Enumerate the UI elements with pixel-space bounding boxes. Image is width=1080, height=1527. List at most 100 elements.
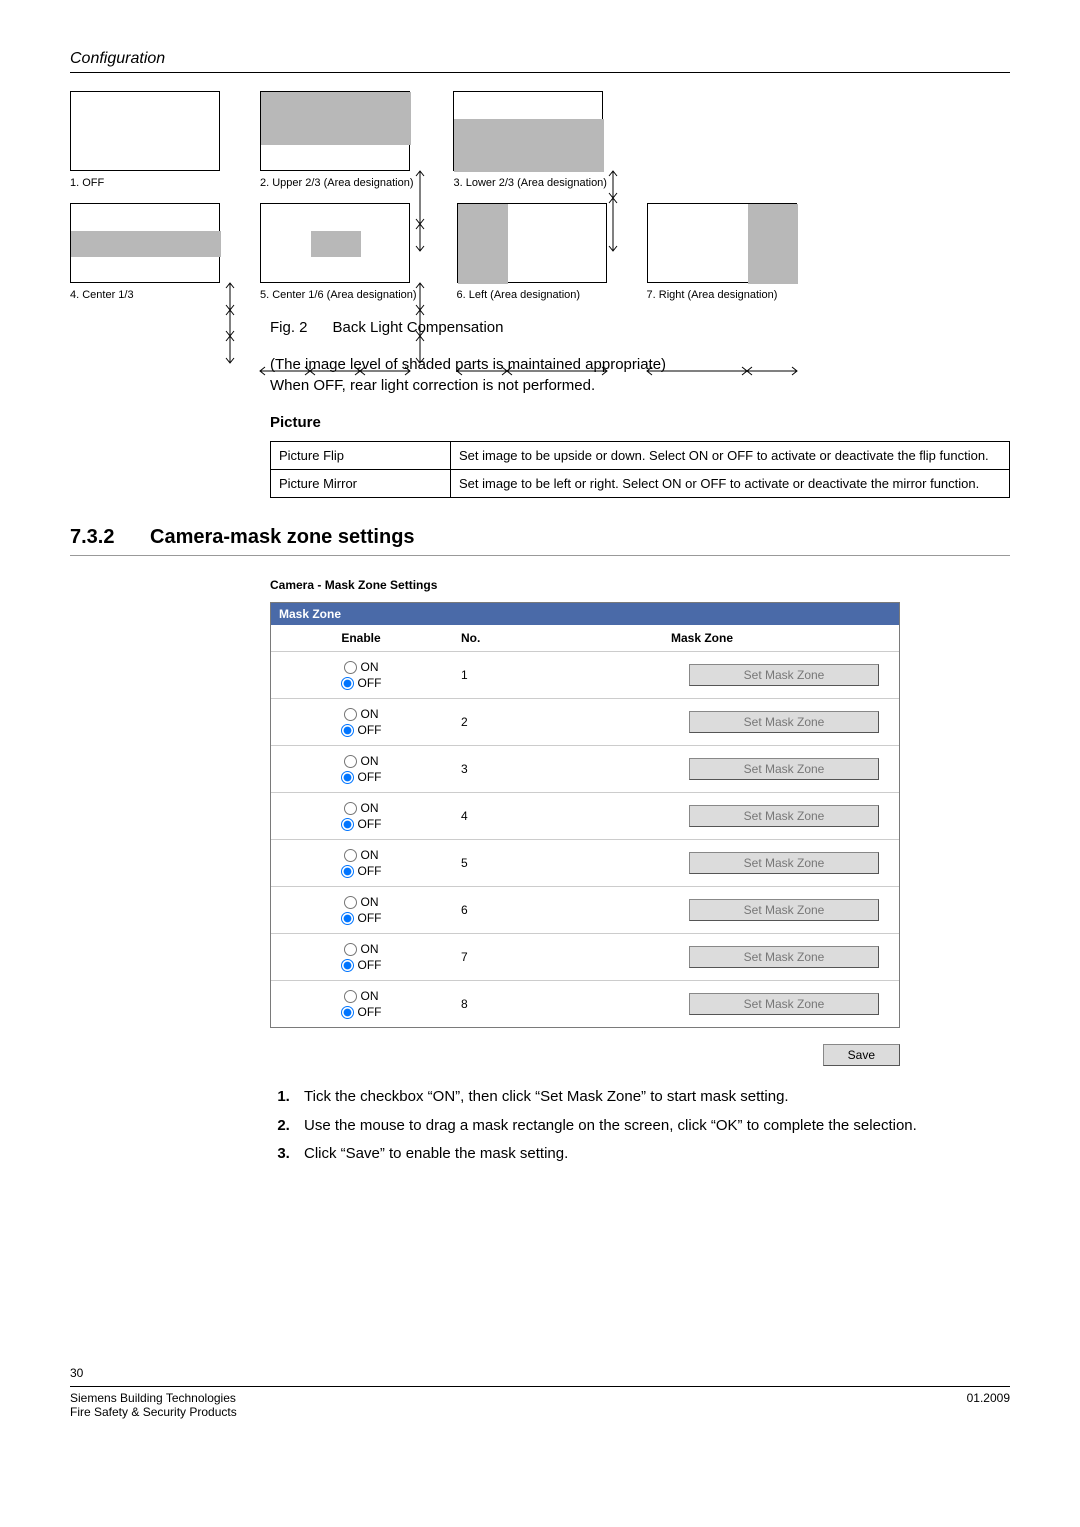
mask-zone-panel: Mask Zone Enable No. Mask Zone ON OFF 1 …: [270, 602, 900, 1028]
diagram-cell: 6. Left (Area designation): [457, 203, 607, 301]
diagram-box: [647, 203, 797, 283]
enable-off-radio[interactable]: OFF: [341, 864, 382, 878]
figure-caption: Fig. 2 Back Light Compensation: [270, 319, 1010, 336]
table-row: Picture Mirror Set image to be left or r…: [271, 470, 1010, 498]
diagram-cell: 5. Center 1/6 (Area designation): [260, 203, 417, 301]
mask-zone-row: ON OFF 1 Set Mask Zone: [271, 651, 899, 698]
set-mask-zone-button[interactable]: Set Mask Zone: [689, 852, 879, 874]
diagram-box: [70, 203, 220, 283]
enable-on-radio[interactable]: ON: [344, 848, 379, 862]
diagram-box: [70, 91, 220, 171]
diagram-shade: [311, 231, 361, 257]
enable-on-radio[interactable]: ON: [344, 989, 379, 1003]
picture-name: Picture Flip: [271, 442, 451, 470]
mask-zone-wrap: Camera - Mask Zone Settings Mask Zone En…: [270, 578, 1010, 1066]
figure-number: Fig. 2: [270, 319, 308, 336]
set-mask-zone-button[interactable]: Set Mask Zone: [689, 993, 879, 1015]
page-number: 30: [70, 1366, 1010, 1380]
enable-on-radio[interactable]: ON: [344, 660, 379, 674]
diagram-shade: [261, 92, 411, 145]
mask-zone-row: ON OFF 8 Set Mask Zone: [271, 980, 899, 1027]
footer-date: 01.2009: [967, 1391, 1010, 1419]
diagram-label: 1. OFF: [70, 177, 220, 189]
mask-zone-row: ON OFF 7 Set Mask Zone: [271, 933, 899, 980]
mask-zone-number: 8: [451, 997, 651, 1011]
enable-off-radio[interactable]: OFF: [341, 770, 382, 784]
set-mask-zone-button[interactable]: Set Mask Zone: [689, 899, 879, 921]
table-row: Picture Flip Set image to be upside or d…: [271, 442, 1010, 470]
diagram-label: 4. Center 1/3: [70, 289, 220, 301]
diagram-label: 7. Right (Area designation): [647, 289, 797, 301]
col-mask: Mask Zone: [651, 631, 899, 645]
mask-zone-number: 1: [451, 668, 651, 682]
enable-off-radio[interactable]: OFF: [341, 676, 382, 690]
mask-zone-panel-title: Camera - Mask Zone Settings: [270, 578, 1010, 592]
set-mask-zone-button[interactable]: Set Mask Zone: [689, 664, 879, 686]
enable-off-radio[interactable]: OFF: [341, 958, 382, 972]
mask-zone-row: ON OFF 2 Set Mask Zone: [271, 698, 899, 745]
mask-zone-number: 6: [451, 903, 651, 917]
section-number: 7.3.2: [70, 526, 150, 549]
picture-desc: Set image to be upside or down. Select O…: [451, 442, 1010, 470]
set-mask-zone-button[interactable]: Set Mask Zone: [689, 805, 879, 827]
set-mask-zone-button[interactable]: Set Mask Zone: [689, 758, 879, 780]
step-item: Tick the checkbox “ON”, then click “Set …: [294, 1086, 1010, 1109]
save-button[interactable]: Save: [823, 1044, 900, 1066]
picture-table: Picture Flip Set image to be upside or d…: [270, 441, 1010, 498]
col-no: No.: [451, 631, 651, 645]
enable-off-radio[interactable]: OFF: [341, 911, 382, 925]
body-line: When OFF, rear light correction is not p…: [270, 375, 1010, 396]
set-mask-zone-button[interactable]: Set Mask Zone: [689, 946, 879, 968]
diagram-row: 4. Center 1/3 5. Center 1/6 (Area design…: [70, 203, 1010, 301]
footer-org: Siemens Building Technologies: [70, 1391, 237, 1405]
diagram-shade: [71, 231, 221, 257]
diagram-label: 3. Lower 2/3 (Area designation): [453, 177, 606, 189]
diagram-shade: [458, 204, 508, 284]
mask-zone-row: ON OFF 6 Set Mask Zone: [271, 886, 899, 933]
enable-off-radio[interactable]: OFF: [341, 817, 382, 831]
mask-zone-row: ON OFF 3 Set Mask Zone: [271, 745, 899, 792]
diagram-shade: [748, 204, 798, 284]
mask-zone-number: 4: [451, 809, 651, 823]
diagram-box: [453, 91, 603, 171]
diagram-row: 1. OFF 2. Upper 2/3 (Area designation) 3…: [70, 91, 1010, 189]
enable-on-radio[interactable]: ON: [344, 801, 379, 815]
picture-heading: Picture: [270, 414, 1010, 431]
diagram-box: [457, 203, 607, 283]
mask-zone-row: ON OFF 4 Set Mask Zone: [271, 792, 899, 839]
section-heading: 7.3.2 Camera-mask zone settings: [70, 526, 1010, 556]
picture-desc: Set image to be left or right. Select ON…: [451, 470, 1010, 498]
enable-on-radio[interactable]: ON: [344, 707, 379, 721]
step-item: Use the mouse to drag a mask rectangle o…: [294, 1115, 1010, 1138]
col-enable: Enable: [271, 631, 451, 645]
diagram-box: [260, 203, 410, 283]
section-title: Camera-mask zone settings: [150, 526, 415, 549]
footer-dept: Fire Safety & Security Products: [70, 1405, 237, 1419]
step-item: Click “Save” to enable the mask setting.: [294, 1143, 1010, 1166]
mask-zone-number: 5: [451, 856, 651, 870]
diagram-label: 5. Center 1/6 (Area designation): [260, 289, 417, 301]
diagram-cell: 4. Center 1/3: [70, 203, 220, 301]
diagram-label: 6. Left (Area designation): [457, 289, 607, 301]
set-mask-zone-button[interactable]: Set Mask Zone: [689, 711, 879, 733]
mask-zone-number: 7: [451, 950, 651, 964]
enable-on-radio[interactable]: ON: [344, 942, 379, 956]
diagram-label: 2. Upper 2/3 (Area designation): [260, 177, 413, 189]
steps-list: Tick the checkbox “ON”, then click “Set …: [270, 1086, 1010, 1166]
enable-off-radio[interactable]: OFF: [341, 723, 382, 737]
diagram-cell: 3. Lower 2/3 (Area designation): [453, 91, 606, 189]
section-header: Configuration: [70, 50, 1010, 73]
mask-zone-columns: Enable No. Mask Zone: [271, 625, 899, 651]
diagram-cell: 7. Right (Area designation): [647, 203, 797, 301]
mask-zone-number: 3: [451, 762, 651, 776]
picture-name: Picture Mirror: [271, 470, 451, 498]
enable-on-radio[interactable]: ON: [344, 895, 379, 909]
diagram-cell: 1. OFF: [70, 91, 220, 189]
diagram-shade: [454, 119, 604, 172]
mask-zone-header: Mask Zone: [271, 603, 899, 625]
enable-off-radio[interactable]: OFF: [341, 1005, 382, 1019]
mask-zone-row: ON OFF 5 Set Mask Zone: [271, 839, 899, 886]
enable-on-radio[interactable]: ON: [344, 754, 379, 768]
mask-zone-number: 2: [451, 715, 651, 729]
diagram-cell: 2. Upper 2/3 (Area designation): [260, 91, 413, 189]
